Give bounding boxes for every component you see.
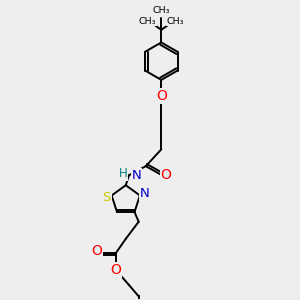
Text: O: O [111,263,122,277]
Text: O: O [156,89,167,103]
Text: N: N [140,188,150,200]
Text: S: S [103,191,111,204]
Text: CH₃: CH₃ [138,17,156,26]
Text: O: O [91,244,102,258]
Text: CH₃: CH₃ [153,6,170,15]
Text: CH₃: CH₃ [167,17,184,26]
Text: N: N [132,169,141,182]
Text: O: O [160,168,171,182]
Text: H: H [118,167,127,180]
